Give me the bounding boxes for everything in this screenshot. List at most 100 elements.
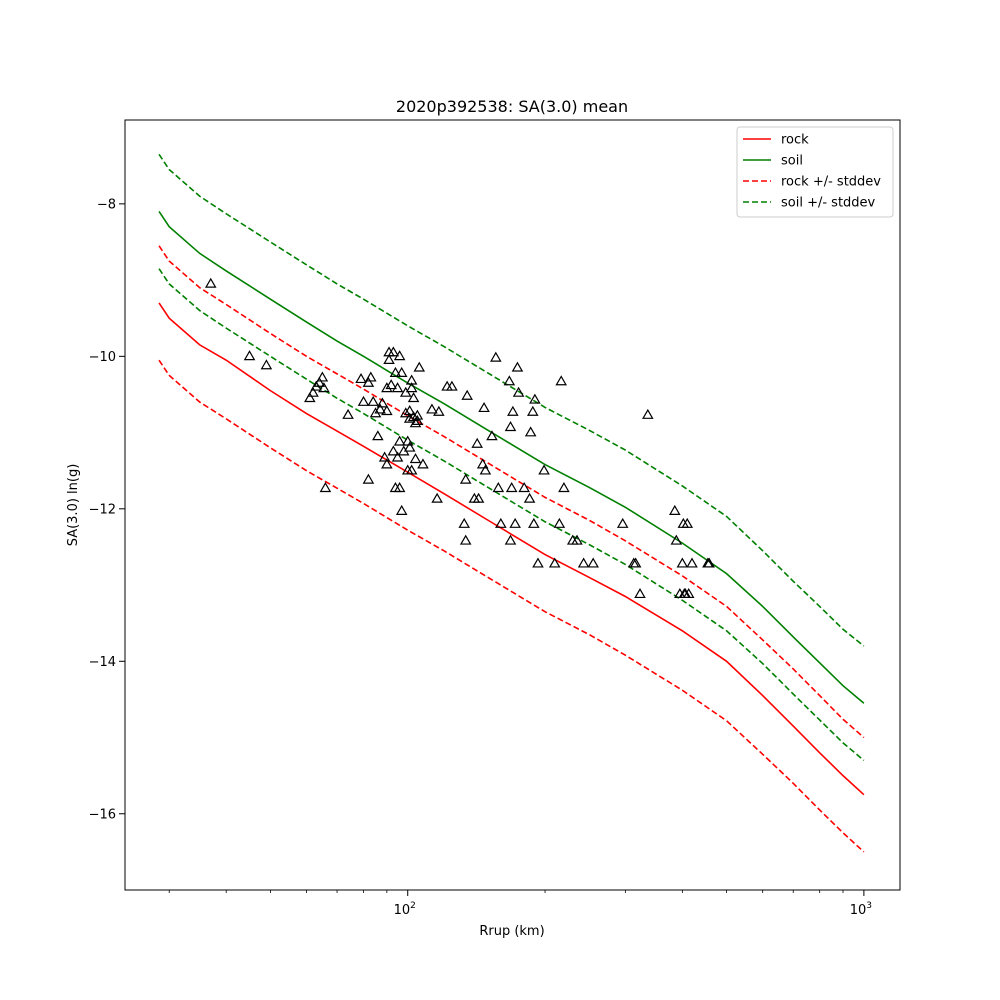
observation-point-65 (459, 534, 472, 545)
observation-point-82 (509, 517, 521, 528)
observation-point-107 (670, 534, 683, 545)
observation-point-96 (558, 482, 570, 493)
observation-point-23 (381, 405, 393, 416)
observation-point-88 (526, 405, 539, 416)
observation-point-20 (376, 397, 389, 408)
legend: rock soil rock +/- stddev soil +/- stddev (736, 126, 894, 218)
observation-point-0 (204, 277, 217, 288)
legend-box (736, 126, 894, 218)
observation-point-55 (411, 414, 424, 425)
observation-point-106 (669, 504, 681, 515)
observation-point-100 (587, 557, 599, 568)
observation-point-58 (426, 403, 438, 414)
observation-point-12 (357, 395, 370, 406)
series-line-1 (158, 211, 865, 704)
observation-point-33 (391, 382, 404, 393)
chart-title: 2020p392538: SA(3.0) mean (396, 97, 628, 116)
observation-point-28 (387, 445, 400, 456)
observation-point-70 (476, 458, 489, 469)
observation-point-94 (553, 517, 566, 528)
x-tick-label-1: 103 (850, 901, 872, 918)
observation-point-91 (532, 557, 544, 568)
observation-point-79 (504, 534, 517, 545)
observation-point-93 (548, 557, 561, 568)
y-tick-label-2: −12 (89, 502, 116, 517)
observation-point-95 (555, 375, 567, 386)
observation-point-41 (399, 407, 412, 418)
series-line-4 (158, 153, 865, 647)
observation-point-32 (391, 451, 404, 462)
observation-point-74 (490, 351, 502, 362)
observation-point-73 (486, 430, 498, 441)
observation-point-101 (616, 517, 629, 528)
legend-label-2: rock +/- stddev (781, 175, 881, 190)
observation-point-92 (538, 464, 550, 475)
x-tick-label-0: 102 (394, 901, 416, 918)
observation-point-29 (387, 346, 400, 357)
observation-point-15 (365, 371, 377, 382)
observation-point-87 (524, 426, 537, 437)
observation-point-11 (355, 373, 367, 384)
observation-point-103 (629, 557, 642, 568)
observation-point-2 (260, 359, 273, 370)
observation-point-24 (381, 382, 393, 393)
observation-point-105 (642, 408, 654, 419)
plot-area-frame (124, 119, 901, 891)
observation-point-14 (362, 376, 375, 387)
observation-point-56 (413, 361, 426, 372)
observation-point-25 (383, 353, 395, 364)
observation-point-50 (407, 392, 420, 403)
observation-point-1 (243, 350, 256, 361)
observation-point-75 (492, 482, 505, 493)
observation-point-8 (318, 382, 330, 393)
observation-point-31 (389, 366, 402, 377)
observation-point-9 (319, 482, 332, 493)
observation-point-76 (495, 517, 507, 528)
observation-point-54 (411, 409, 424, 420)
observation-point-36 (393, 350, 406, 361)
observation-point-46 (403, 441, 416, 452)
observation-point-6 (313, 376, 326, 387)
y-axis-label: SA(3.0) ln(g) (66, 464, 81, 547)
series-line-2 (158, 245, 865, 739)
observation-point-37 (395, 366, 408, 377)
observation-point-62 (446, 380, 458, 391)
observation-point-115 (686, 557, 698, 568)
legend-label-1: soil (781, 154, 803, 169)
observation-point-69 (472, 492, 485, 503)
y-tick-label-1: −10 (89, 350, 116, 365)
observation-point-18 (372, 430, 384, 441)
observation-point-52 (409, 453, 422, 464)
observation-point-90 (529, 393, 541, 404)
observation-point-16 (367, 395, 379, 406)
observation-point-21 (378, 451, 391, 462)
observation-point-27 (385, 379, 397, 390)
y-tick-label-4: −16 (89, 807, 116, 822)
observation-point-80 (505, 482, 518, 493)
observation-point-22 (381, 458, 393, 469)
observation-point-60 (433, 405, 445, 416)
observation-point-85 (518, 482, 530, 493)
observation-point-57 (417, 458, 429, 469)
observation-point-68 (471, 437, 483, 448)
observation-point-13 (362, 473, 375, 484)
observation-point-3 (304, 392, 316, 403)
observation-point-59 (431, 492, 443, 503)
x-axis-label: Rrup (km) (479, 924, 544, 939)
observation-point-64 (459, 473, 472, 484)
series-line-0 (158, 302, 865, 796)
observation-point-86 (523, 492, 536, 503)
observation-point-49 (405, 382, 418, 393)
observation-point-98 (571, 534, 583, 545)
observation-point-66 (461, 389, 473, 400)
observation-point-48 (405, 464, 418, 475)
y-tick-label-3: −14 (89, 655, 116, 670)
observation-point-38 (395, 504, 408, 515)
observation-point-61 (441, 380, 453, 391)
observation-point-35 (393, 482, 406, 493)
observation-point-81 (507, 405, 519, 416)
series-line-3 (158, 359, 865, 853)
legend-label-3: soil +/- stddev (781, 196, 876, 211)
observation-point-83 (511, 361, 524, 372)
